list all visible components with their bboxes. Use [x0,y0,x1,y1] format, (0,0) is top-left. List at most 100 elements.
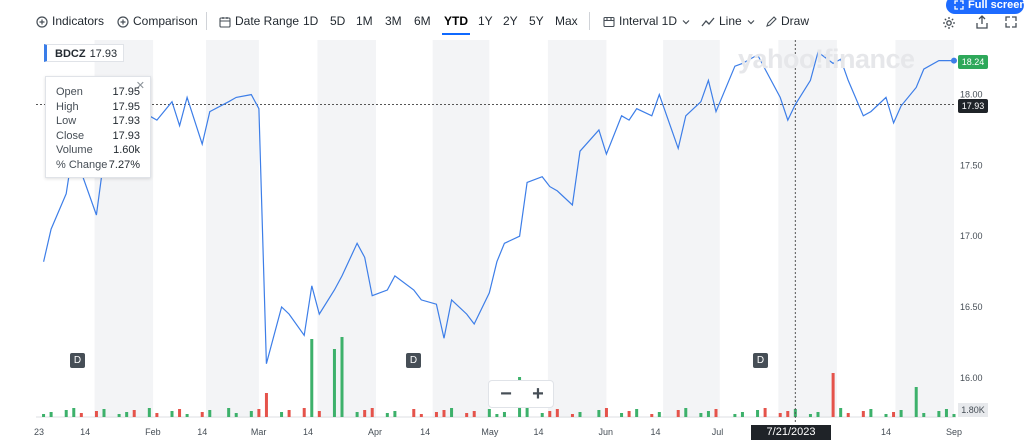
volume-bar [714,409,718,417]
volume-bar [155,413,159,417]
x-tick-label: May [481,427,499,437]
x-tick-label: 14 [651,427,661,437]
draw-button[interactable]: Draw [765,13,809,29]
ohlc-value: 7.27% [108,158,140,171]
date-range-button[interactable]: Date Range [219,13,299,29]
plus-circle-icon [36,16,48,28]
volume-bar [502,412,506,417]
volume-bar [892,412,896,417]
volume-bar [340,337,344,417]
plus-circle-icon [117,16,129,28]
volume-bar [684,408,688,417]
ticker-symbol: BDCZ [55,48,86,60]
range-1d-button[interactable]: 1D [303,14,319,28]
dividend-marker[interactable]: D [70,353,85,368]
range-5d-button[interactable]: 5D [330,14,346,28]
x-tick-label: 14 [80,427,90,437]
volume-bar [355,412,359,417]
volume-bar [200,412,204,417]
volume-bar [548,411,552,417]
x-tick-label: 14 [533,427,543,437]
price-line [43,51,954,364]
volume-bar [450,408,454,417]
volume-bar [487,409,491,417]
volume-bar [125,412,129,417]
volume-bar [914,387,918,417]
volume-bar [280,412,284,417]
ohlc-row: Close 17.93 [56,129,140,144]
share-icon[interactable] [975,15,989,29]
volume-bar [570,414,574,417]
volume-bar [937,411,941,417]
volume-bar [597,410,601,417]
volume-bar [208,410,212,417]
range-1m-button[interactable]: 1M [356,14,373,28]
volume-bar [147,408,151,417]
volume-bar [899,410,903,417]
indicators-button[interactable]: Indicators [36,13,104,29]
volume-bar [699,413,703,417]
range-2y-button[interactable]: 2Y [503,14,518,28]
ohlc-row: Open 17.95 [56,85,140,100]
volume-bar [393,411,397,417]
ohlc-value: 17.95 [112,100,140,113]
ohlc-label: Low [56,115,77,128]
volume-bar [884,414,888,417]
x-tick-label: Jul [712,427,724,437]
range-3m-button[interactable]: 3M [385,14,402,28]
range-1y-button[interactable]: 1Y [478,14,493,28]
volume-bar [49,412,53,417]
zoom-controls: − + [488,380,554,408]
x-tick-label: 14 [303,427,313,437]
zoom-out-button[interactable]: − [500,383,512,405]
month-shade [778,40,837,418]
indicators-label: Indicators [52,14,105,28]
comparison-button[interactable]: Comparison [117,13,198,29]
volume-bar [132,410,136,417]
crosshair-date-badge: 7/21/2023 [751,425,831,440]
range-6m-button[interactable]: 6M [414,14,431,28]
volume-bar [733,414,737,417]
volume-bar [657,412,661,417]
volume-bar [419,414,423,417]
volume-bar [64,410,68,417]
y-tick-label: 16.50 [960,302,983,312]
gear-icon[interactable] [942,16,956,30]
zoom-in-button[interactable]: + [532,383,544,405]
volume-bar [370,408,374,417]
month-shade [206,40,259,418]
expand-icon[interactable] [1004,15,1018,29]
dividend-marker[interactable]: D [753,353,768,368]
volume-bar [846,413,850,417]
interval-dropdown[interactable]: Interval 1D [603,13,690,29]
range-ytd-button[interactable]: YTD [442,14,470,35]
volume-bar [627,411,631,417]
ohlc-value: 17.93 [112,115,140,128]
range-5y-button[interactable]: 5Y [529,14,544,28]
ohlc-tooltip: ✕ Open 17.95 High 17.95 Low 17.93 Close 17.93 Vo… [45,76,151,178]
volume-bar [434,412,438,417]
volume-bar [257,409,261,417]
ohlc-row: Low 17.93 [56,114,140,129]
full-screen-button[interactable]: Full screen [946,0,1024,14]
volume-bar [740,412,744,417]
volume-max-badge: 1.80K [958,403,988,417]
volume-bar [302,408,306,417]
close-icon[interactable]: ✕ [135,80,145,92]
dividend-marker[interactable]: D [406,353,421,368]
chart-type-dropdown[interactable]: Line [701,13,755,29]
month-shade [895,40,954,418]
x-tick-label: Sep [946,427,962,437]
x-tick-label: Apr [368,427,382,437]
volume-bar [635,409,639,417]
ohlc-row: % Change 7.27% [56,158,140,173]
x-tick-label: Feb [145,427,161,437]
volume-bar [412,409,416,417]
y-tick-label: 18.00 [960,90,983,100]
volume-bar [178,409,182,417]
last-price-dot [951,57,957,64]
range-max-button[interactable]: Max [555,14,578,28]
interval-label: Interval 1D [619,14,678,28]
